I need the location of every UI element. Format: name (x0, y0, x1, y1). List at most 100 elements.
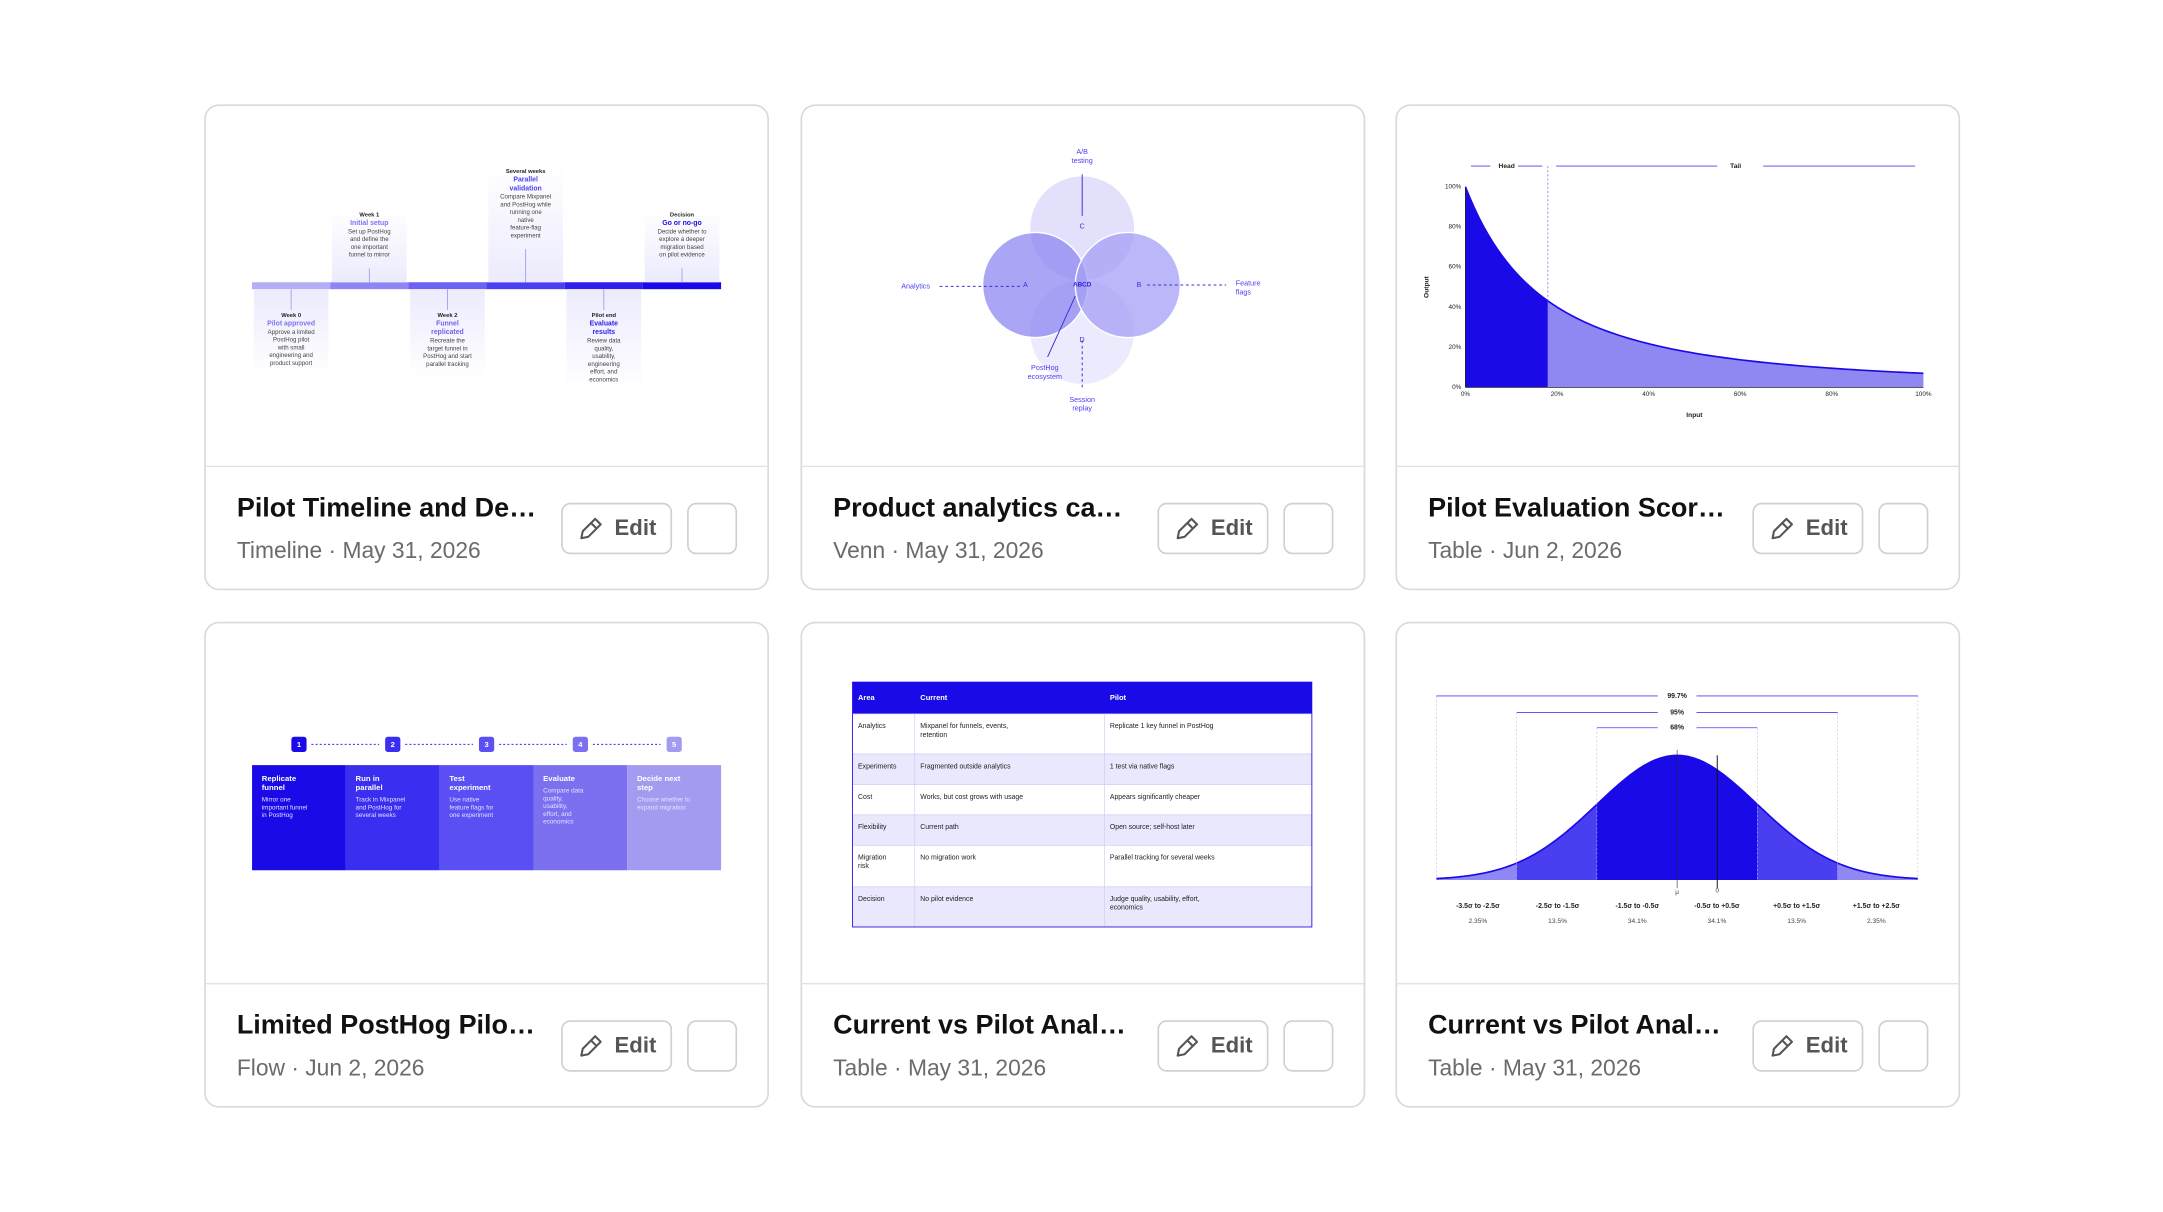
table-cell: Analytics (858, 723, 886, 730)
timeline-segment (330, 282, 409, 290)
milestone-text: engineering (588, 361, 620, 368)
table-cell: Fragmented outside analytics (920, 763, 1011, 770)
step-number: 4 (578, 740, 583, 749)
milestone-text: target funnel in (427, 345, 467, 352)
y-axis-label: Output (1423, 275, 1430, 297)
x-tick-label: 60% (1734, 391, 1747, 398)
step-text: quality, (543, 795, 563, 802)
step-number: 2 (391, 740, 395, 749)
card-meta: Table · May 31, 2026 (833, 1055, 1046, 1081)
venn-label: Analytics (901, 281, 930, 290)
tail-label: Tail (1730, 163, 1741, 170)
timeline-segment (408, 282, 487, 290)
share-label: 34.1% (1628, 918, 1647, 925)
more-button[interactable] (1283, 502, 1334, 555)
timeline-segment (564, 282, 643, 290)
milestone-text: one important (351, 244, 388, 251)
curve-head-area (1465, 186, 1548, 388)
y-tick-label: 100% (1445, 183, 1462, 190)
step-title: parallel (356, 783, 383, 792)
step-block (533, 765, 628, 871)
step-title: Evaluate (543, 774, 576, 783)
milestone-text: on pilot evidence (659, 252, 705, 259)
step-badge (291, 736, 307, 752)
edit-label: Edit (1806, 515, 1848, 540)
table-cell: Parallel tracking for several weeks (1110, 855, 1215, 862)
x-tick-label: 40% (1642, 391, 1655, 398)
milestone-title: Initial setup (350, 220, 388, 227)
milestone-text: explore a deeper (659, 236, 705, 243)
step-text: effort, and (543, 811, 572, 818)
step-title: Decide next (637, 774, 681, 783)
timeline-segment (252, 282, 331, 290)
table-cell: Cost (858, 794, 872, 801)
venn-label: Session (1069, 395, 1095, 404)
milestone-text: running one (510, 209, 543, 216)
y-tick-label: 80% (1449, 224, 1462, 231)
edit-button[interactable] (1157, 1020, 1269, 1072)
edit-button[interactable] (561, 1020, 673, 1072)
milestone-text: Recreate the (430, 338, 465, 345)
edit-button[interactable] (1752, 502, 1864, 555)
venn-set-label: C (1080, 224, 1085, 231)
venn-set-label: A (1023, 282, 1028, 289)
table-row (852, 784, 1313, 816)
table-cell: risk (858, 863, 869, 870)
step-text: Choose whether to (637, 797, 691, 804)
y-tick-label: 20% (1449, 344, 1462, 351)
venn-circle (981, 231, 1089, 339)
step-text: economics (543, 819, 573, 826)
milestone-text: PostHog and start (423, 353, 472, 360)
milestone-text: and define the (350, 236, 389, 243)
mean-label: μ (1675, 889, 1679, 896)
edit-button[interactable] (1157, 502, 1269, 555)
milestone-text: PostHog pilot (273, 337, 309, 344)
step-title: funnel (262, 783, 285, 792)
milestone-when: Week 2 (438, 313, 458, 319)
x-tick-label: 0% (1461, 391, 1471, 398)
edit-label: Edit (615, 515, 657, 540)
table-cell: retention (920, 732, 947, 739)
more-button[interactable] (1878, 502, 1929, 555)
step-text: Compare data (543, 788, 584, 795)
edit-label: Edit (615, 1033, 657, 1058)
curve-line (1464, 186, 1924, 375)
step-title: Replicate (262, 774, 297, 783)
card-meta: Table · May 31, 2026 (1428, 1055, 1641, 1081)
step-text: several weeks (356, 812, 396, 819)
milestone-text: feature-flag (510, 225, 541, 232)
edit-button[interactable] (561, 502, 673, 555)
x-tick-label: 80% (1825, 391, 1838, 398)
edit-button[interactable] (1752, 1020, 1864, 1072)
venn-set-label: B (1137, 282, 1142, 289)
milestone-text: Compare Mixpanel (500, 194, 551, 201)
table-cell: Migration (858, 855, 887, 862)
edit-icon (1771, 1035, 1793, 1057)
y-tick-label: 0% (1452, 384, 1462, 391)
step-text: one experiment (449, 812, 493, 819)
table-cell: Flexibility (858, 824, 887, 831)
more-button[interactable] (1283, 1020, 1334, 1072)
milestone-title: results (592, 329, 615, 336)
milestone-when: Week 1 (359, 213, 380, 219)
more-button[interactable] (687, 502, 738, 555)
step-badge (666, 736, 682, 752)
span-label: 99.7% (1667, 693, 1687, 700)
normal-band (1436, 863, 1517, 880)
card[interactable] (1395, 104, 1961, 591)
table-row (852, 814, 1313, 846)
card-title: Product analytics ca… (833, 492, 1122, 522)
step-badge (572, 736, 588, 752)
more-button[interactable] (1878, 1020, 1929, 1072)
card-meta: Timeline · May 31, 2026 (237, 537, 481, 563)
table-cell: Decision (858, 896, 885, 903)
y-tick-label: 60% (1449, 264, 1462, 271)
venn-label: testing (1072, 156, 1093, 165)
table-header-cell: Current (920, 693, 947, 702)
milestone-text: native (518, 217, 535, 224)
more-button[interactable] (687, 1020, 738, 1072)
step-title: experiment (449, 783, 491, 792)
table-row (852, 845, 1313, 888)
milestone-text: migration based (660, 244, 703, 251)
